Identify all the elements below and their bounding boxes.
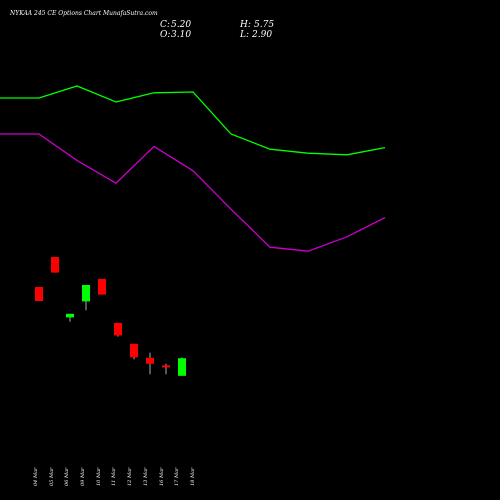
x-tick-label: 18 Mar [190,467,196,486]
x-tick-label: 13 Mar [143,467,149,486]
candle-body [178,358,186,376]
x-tick-label: 11 Mar [111,467,117,486]
indicator-lines [0,85,386,252]
candle-body [162,365,170,368]
x-tick-label: 04 Mar [33,467,39,486]
candle-body [82,285,90,302]
x-tick-label: 16 Mar [159,467,165,486]
candle-09-mar [66,313,74,322]
candle-body [66,313,74,318]
close-label: C: [160,20,170,30]
chart-title: NYKAA 245 CE Options Chart MunafaSutra.c… [9,10,158,17]
high-value: 5.75 [254,20,274,30]
x-axis-labels: 04 Mar 05 Mar 06 Mar 09 Mar 10 Mar 11 Mar 12 M… [33,467,196,486]
candle-04-mar [35,287,43,301]
indicator-line-0 [0,85,386,156]
candle-05-mar [51,257,59,273]
x-tick-label: 10 Mar [96,467,102,486]
candle-body [51,257,59,273]
x-tick-label: 17 Mar [174,467,180,486]
candle-body [35,287,43,301]
candle-16-mar [146,352,154,375]
open-label: O: [160,30,170,40]
candle-body [114,323,122,336]
low-label: L: [239,30,249,40]
candle-18-mar [178,357,186,376]
open-value: 3.10 [171,30,191,40]
candle-13-mar [130,343,138,360]
candle-11-mar [98,279,106,295]
indicator-line-1 [0,133,386,252]
high-label: H: [239,20,251,30]
x-tick-label: 05 Mar [49,467,55,486]
candle-body [98,279,106,295]
close-value: 5.20 [171,20,191,30]
candle-body [146,357,154,364]
x-tick-label: 06 Mar [64,467,70,486]
candle-body [130,343,138,358]
candle-17-mar [162,363,170,375]
candle-12-mar [114,323,122,337]
x-tick-label: 09 Mar [80,467,86,486]
x-tick-label: 12 Mar [127,467,133,486]
candles [35,257,186,376]
low-value: 2.90 [251,30,272,40]
candle-10-mar [82,285,90,311]
